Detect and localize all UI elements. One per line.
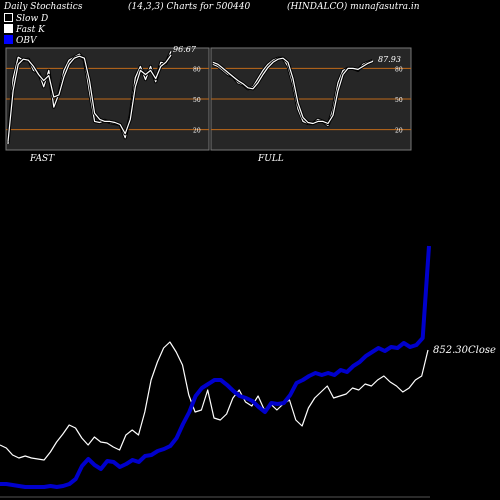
full-level-tick-label: 80: [395, 66, 403, 73]
chart-params: (14,3,3) Charts for 500440: [128, 2, 251, 12]
legend-fast-k-label: Fast K: [16, 25, 45, 35]
legend-fast-k-swatch: [4, 24, 13, 33]
full-series-2-line: [212, 57, 374, 125]
price-obv-chart: 852.30Close: [0, 245, 496, 498]
legend-item-fast-k: Fast K: [4, 24, 45, 35]
stochastic-full-panel: 80 50 20 FULL 87.93: [210, 47, 412, 164]
chart-title: Daily Stochastics: [4, 2, 83, 12]
fast-last-value: 96.67: [173, 45, 197, 54]
fast-level-tick-label: 20: [193, 128, 201, 135]
legend-obv-swatch: [4, 35, 13, 44]
legend-slow-d-swatch: [4, 13, 13, 22]
full-last-value: 87.93: [378, 55, 401, 64]
full-level-tick-label: 50: [395, 97, 403, 104]
legend-slow-d-label: Slow D: [16, 14, 49, 24]
obv-line: [0, 245, 431, 489]
legend-obv-label: OBV: [16, 36, 37, 46]
legend-item-slow-d: Slow D: [4, 13, 48, 24]
full-level-tick-label: 20: [395, 128, 403, 135]
legend-item-obv: OBV: [4, 35, 37, 46]
fast-level-tick-label: 50: [193, 97, 201, 104]
full-panel-label: FULL: [257, 154, 284, 164]
stochastic-fast-panel: 80 50 20 FAST 96.67: [5, 45, 210, 164]
chart-symbol: (HINDALCO) munafasutra.in: [287, 2, 420, 12]
close-price-label: 852.30Close: [433, 345, 496, 356]
fast-panel-label: FAST: [29, 154, 55, 164]
close-price-line: [0, 341, 429, 461]
fast-series-2-line: [7, 54, 172, 142]
fast-level-tick-label: 80: [193, 66, 201, 73]
